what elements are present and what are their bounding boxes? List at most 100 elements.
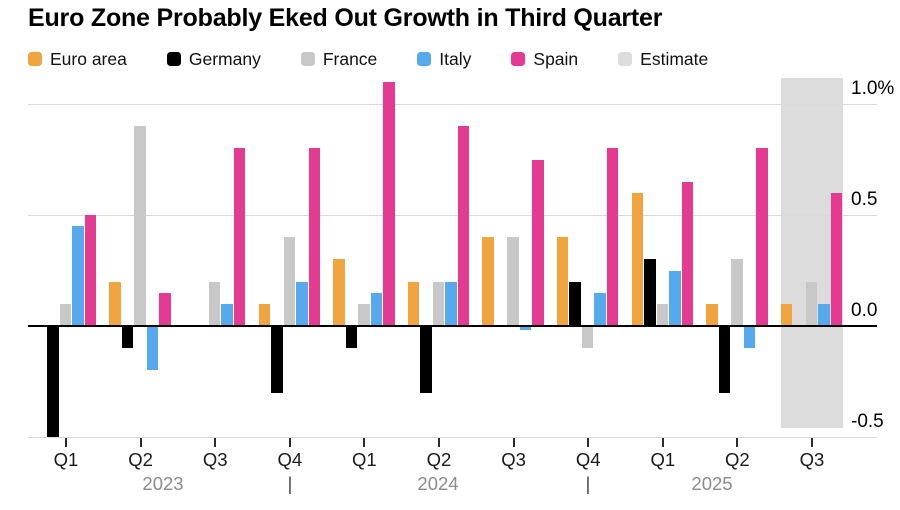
x-tick-q1-2024 [363,438,366,447]
legend-swatch-germany-icon [166,52,181,66]
bar-france-q1-2024 [358,303,370,326]
x-tick-q3-2025 [811,438,813,447]
legend-swatch-italy-icon [417,52,432,66]
bar-euro-area-q3-2025 [780,303,793,326]
bar-euro-area-q2-2023 [109,281,121,326]
bar-france-q3-2025 [805,281,818,326]
bar-italy-q1-2025 [669,270,681,326]
legend-label-germany: Germany [188,49,261,69]
bar-france-q2-2024 [432,281,445,326]
bar-france-q4-2024 [581,326,594,349]
bar-spain-q2-2025 [756,148,768,326]
x-label-q4-2024: Q4 [575,449,601,470]
bar-spain-q3-2025 [830,192,843,326]
bar-france-q3-2023 [208,281,221,326]
y-axis-label-0_5: 0.5 [851,189,878,210]
bar-france-q1-2025 [656,303,669,326]
bar-italy-q2-2024 [445,281,457,326]
x-label-q3-2024: Q3 [501,449,526,470]
bar-spain-q1-2025 [681,181,694,326]
bar-france-q2-2023 [134,126,146,326]
bar-spain-q2-2024 [457,126,470,326]
legend-label-spain: Spain [533,49,579,69]
bar-france-q2-2025 [731,259,743,326]
zero-axis-line [28,325,877,327]
legend-item-spain: Spain [511,49,578,69]
chart-title: Euro Zone Probably Eked Out Growth in Th… [28,4,663,32]
x-label-q1-2024: Q1 [352,449,377,470]
bar-italy-q4-2023 [296,281,308,326]
y-axis-label--0_5: -0.5 [851,411,884,432]
x-label-q1-2023: Q1 [53,449,79,470]
bar-germany-q2-2024 [420,326,432,393]
legend-swatch-estimate-icon [618,52,633,66]
bar-spain-q4-2023 [308,148,321,326]
x-label-q2-2023: Q2 [128,449,153,470]
bar-euro-area-q4-2023 [258,303,271,326]
x-label-q3-2025: Q3 [799,449,825,470]
bar-france-q3-2024 [507,237,519,326]
bar-italy-q3-2023 [221,303,233,326]
bar-italy-q4-2024 [594,292,606,326]
bar-germany-q4-2023 [271,326,283,393]
bar-italy-q2-2023 [146,326,159,371]
y-axis-label-0_0: 0.0 [851,300,878,321]
bar-euro-area-q2-2024 [407,281,420,326]
bar-france-q1-2023 [59,303,72,326]
legend-label-estimate: Estimate [640,49,709,69]
year-label-2023: 2023 [142,473,184,494]
x-tick-q4-2024 [587,438,590,447]
bar-germany-q1-2024 [345,326,358,349]
bar-italy-q2-2025 [743,326,756,349]
legend-item-italy: Italy [417,49,471,69]
bar-spain-q3-2023 [233,148,246,326]
bar-euro-area-q1-2025 [631,192,644,326]
bar-germany-q2-2023 [121,326,134,349]
bar-spain-q1-2023 [84,215,97,326]
year-separator-1: | [287,474,293,494]
bar-germany-q2-2025 [718,326,731,393]
bar-euro-area-q4-2024 [556,237,569,326]
legend-item-france: France [300,49,378,69]
legend-label-italy: Italy [439,49,472,69]
legend-item-germany: Germany [166,49,261,69]
bar-euro-area-q1-2024 [333,259,345,326]
x-tick-q1-2023 [65,438,67,447]
legend-label-france: France [322,49,378,69]
x-label-q3-2023: Q3 [202,449,228,470]
x-label-q2-2025: Q2 [725,449,750,470]
legend: Euro area Germany France Italy Spain Estimate [28,49,708,69]
legend-item-estimate: Estimate [618,49,708,69]
y-axis-label-1_0pct: 1.0% [851,78,895,99]
gridline-1_0pct [28,103,877,105]
x-tick-q4-2023 [288,438,291,447]
x-tick-q1-2025 [661,438,664,447]
x-tick-q2-2024 [438,438,440,447]
bar-euro-area-q3-2024 [482,237,494,326]
year-label-2024: 2024 [417,473,459,494]
bar-germany-q1-2023 [47,326,59,437]
gridline--0_5 [28,436,877,438]
bar-italy-q1-2024 [370,292,383,326]
year-separator-2: | [585,474,591,494]
bar-spain-q4-2024 [606,148,619,326]
legend-label-euro-area: Euro area [50,49,127,69]
x-tick-q3-2024 [512,438,515,447]
x-tick-q2-2025 [736,438,739,447]
legend-swatch-france-icon [300,52,315,66]
bar-spain-q1-2024 [383,81,395,326]
legend-item-euro-area: Euro area [28,49,127,69]
legend-swatch-euro-area-icon [28,52,42,66]
bar-italy-q1-2023 [72,226,84,326]
x-tick-q2-2023 [139,438,142,447]
bar-euro-area-q2-2025 [706,303,718,326]
bar-germany-q1-2025 [644,259,656,326]
bar-spain-q3-2024 [532,159,544,326]
bar-italy-q3-2025 [818,303,830,326]
year-label-2025: 2025 [691,473,733,494]
x-label-q2-2024: Q2 [426,449,452,470]
x-label-q4-2023: Q4 [277,449,303,470]
bar-france-q4-2023 [283,237,296,326]
